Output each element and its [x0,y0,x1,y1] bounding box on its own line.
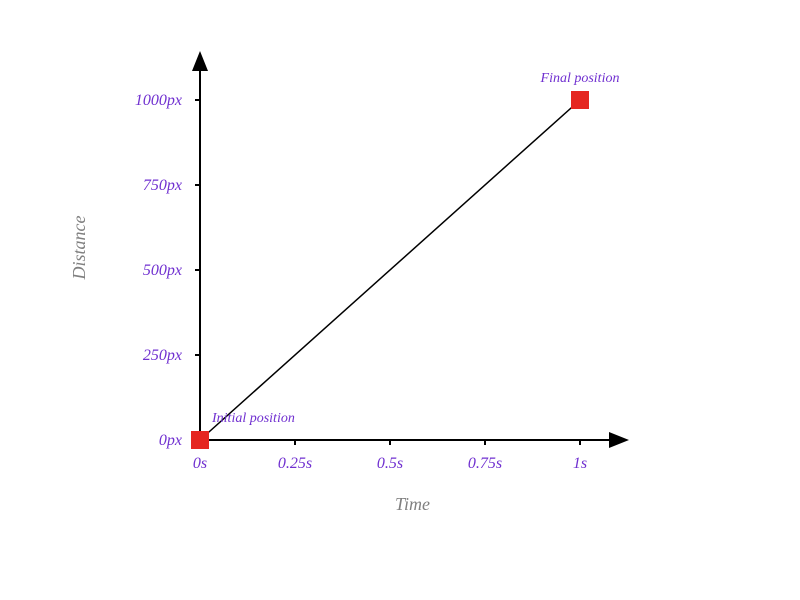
data-line [200,100,580,440]
y-tick-label: 250px [143,347,182,364]
x-tick-label: 0.75s [468,455,502,472]
x-tick-label: 0s [193,455,207,472]
y-tick-label: 750px [143,177,182,194]
x-axis-label: Time [395,494,430,514]
final-position-marker [571,91,589,109]
initial-position-marker [191,431,209,449]
y-tick-label: 1000px [135,92,182,109]
y-axis-label: Distance [69,215,89,280]
distance-time-chart: 0px 250px 500px 750px 1000px 0s 0.25s 0.5s 0.75… [0,0,800,600]
final-position-label: Final position [540,71,620,86]
y-axis-ticks: 0px 250px 500px 750px 1000px [135,92,200,449]
x-tick-label: 0.25s [278,455,312,472]
x-axis-ticks: 0s 0.25s 0.5s 0.75s 1s [193,440,587,472]
y-tick-label: 0px [159,432,182,449]
initial-position-label: Initial position [211,411,295,426]
x-tick-label: 1s [573,455,587,472]
x-tick-label: 0.5s [377,455,403,472]
data-annotations: Initial position Final position [211,71,619,426]
y-tick-label: 500px [143,262,182,279]
